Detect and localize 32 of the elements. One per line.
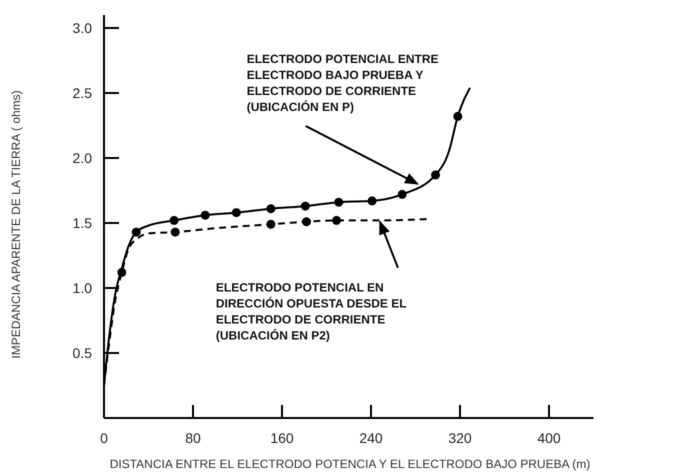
y-axis-title: IMPEDANCIA APARENTE DE LA TIERRA ( ohms) — [9, 90, 23, 359]
point — [232, 208, 241, 218]
x-tick-label: 0 — [100, 430, 108, 446]
y-tick-label: 1.0 — [72, 280, 92, 296]
point — [200, 210, 210, 220]
point — [302, 217, 311, 226]
point — [266, 220, 276, 229]
x-axis-title: DISTANCIA ENTRE EL ELECTRODO POTENCIA Y EL ELECTRODO BAJO PRUEBA (m) — [110, 457, 590, 471]
point — [368, 196, 377, 206]
y-tick-label: 3.0 — [72, 20, 92, 36]
point — [300, 202, 310, 211]
point — [266, 204, 276, 214]
y-tick-label: 1.5 — [72, 215, 92, 231]
annotation: ELECTRODO POTENCIAL EN DIRECCIÓN OPUESTA DESDE EL ELECTRODO DE CORRIENTE (UBICACIÓN EN P2) — [216, 280, 407, 343]
point — [170, 216, 179, 225]
point — [132, 228, 141, 237]
point — [170, 228, 180, 237]
y-tick-label: 0.5 — [72, 345, 92, 361]
point — [332, 216, 342, 225]
x-tick-label: 160 — [270, 430, 294, 446]
point — [431, 170, 440, 180]
annotation: ELECTRODO POTENCIAL ENTRE ELECTRODO BAJO PRUEBA Y ELECTRODO DE CORRIENTE (UBICACIÓN EN P) — [246, 52, 439, 114]
x-tick-label: 400 — [537, 430, 561, 446]
x-tick-label: 80 — [185, 430, 201, 446]
point — [453, 112, 462, 121]
y-tick-label: 2.0 — [72, 150, 92, 166]
x-tick-label: 240 — [359, 430, 383, 446]
x-tick-label: 320 — [448, 430, 472, 446]
point — [117, 268, 126, 277]
y-tick-label: 2.5 — [72, 85, 92, 101]
point — [334, 198, 344, 207]
point — [398, 190, 407, 199]
